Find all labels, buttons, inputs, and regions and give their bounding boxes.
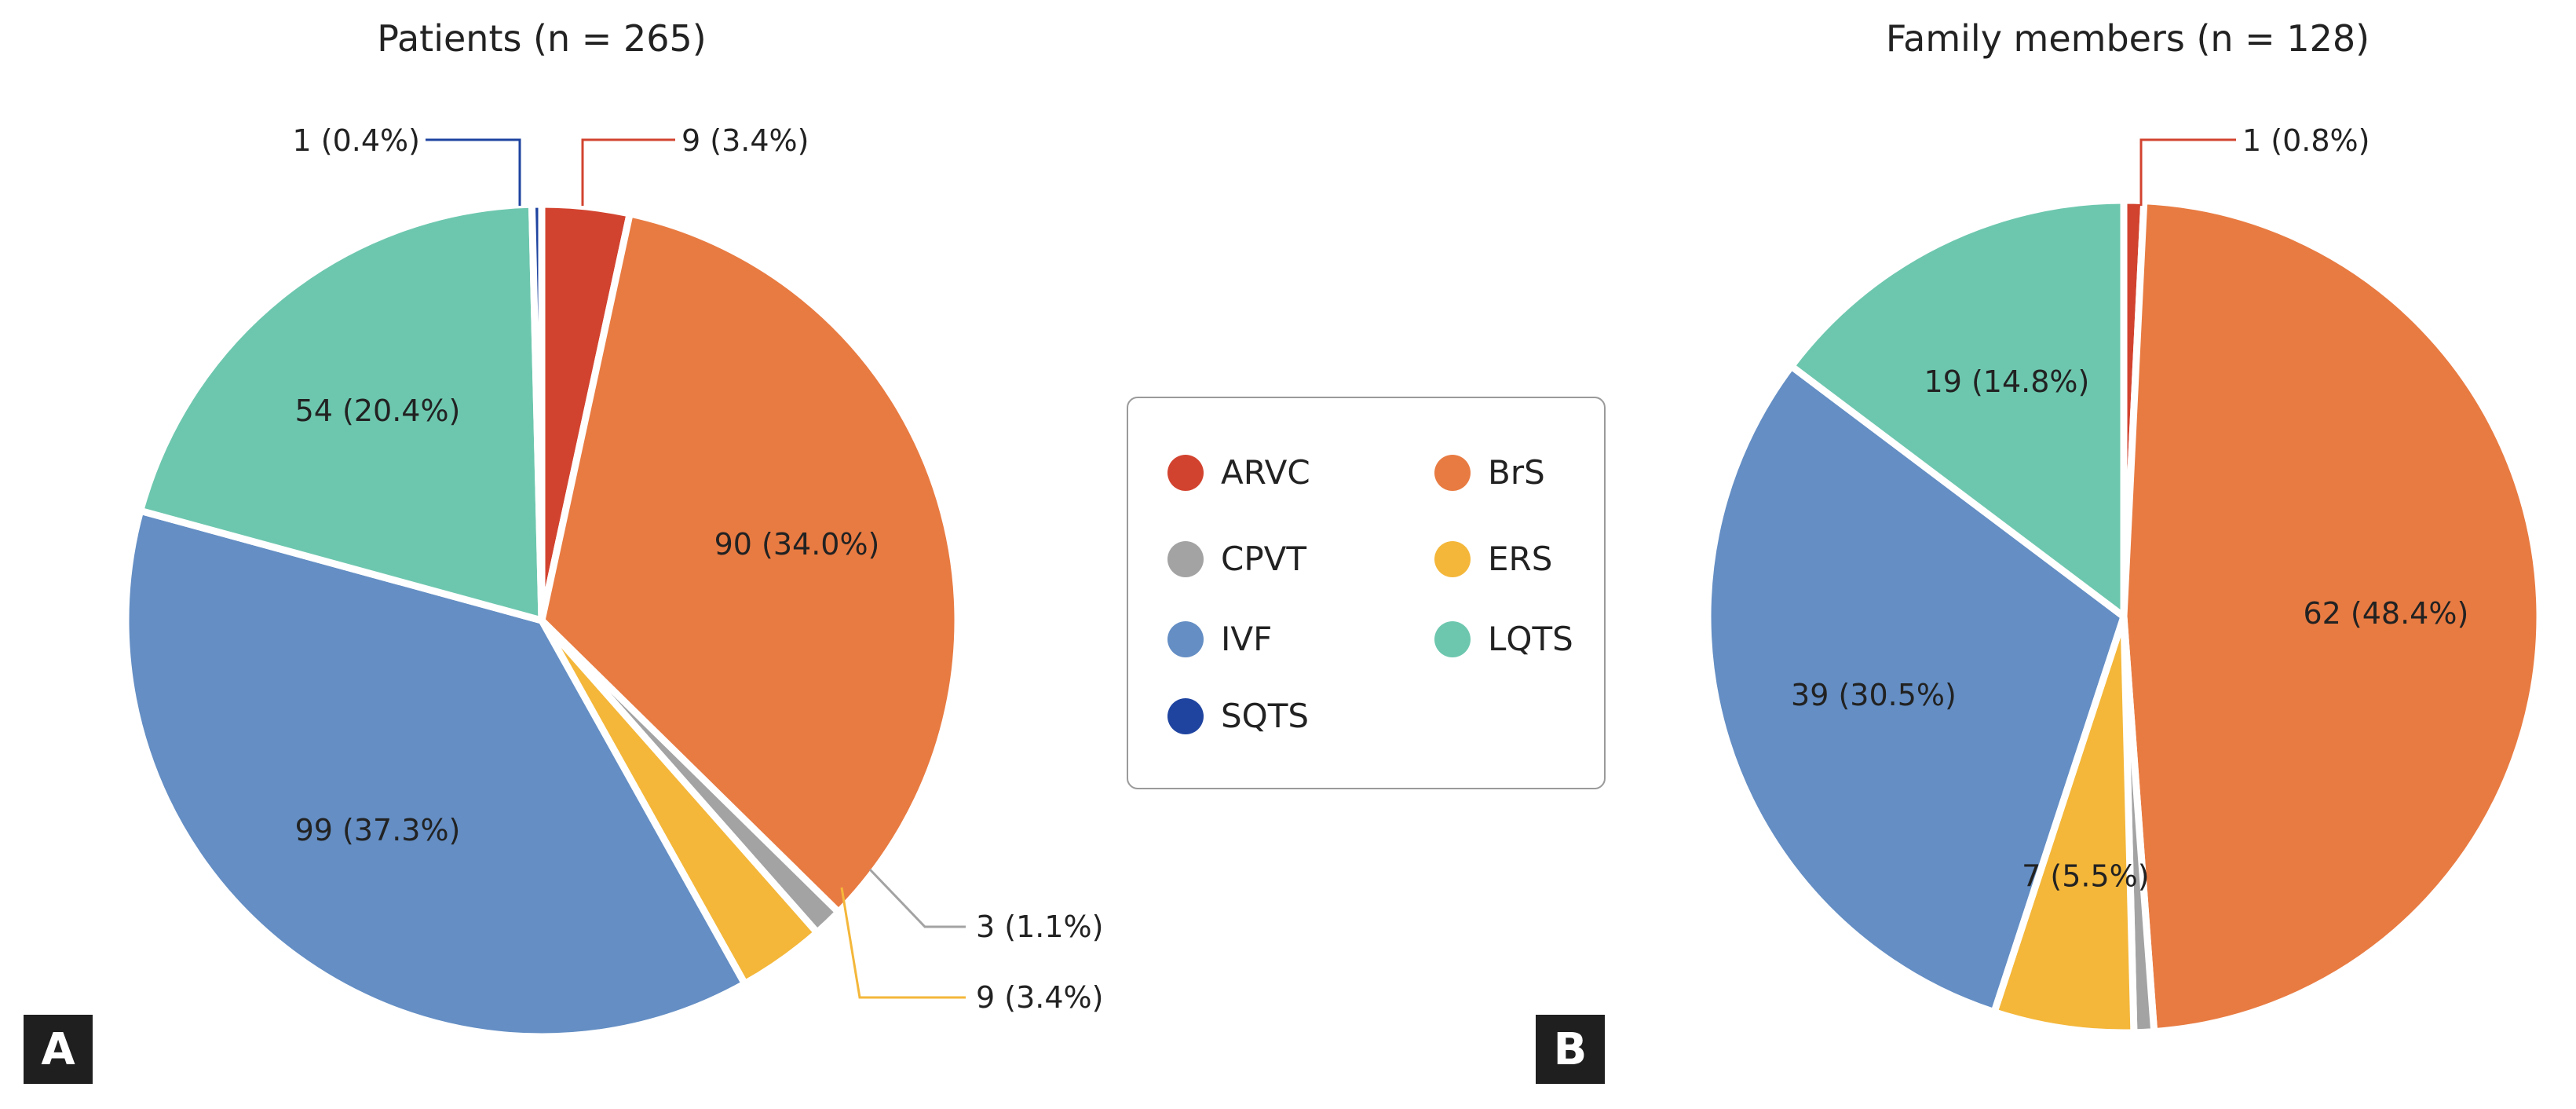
legend-swatch-cpvt — [1167, 540, 1204, 577]
chart-b-title: Family members (n = 128) — [1885, 17, 2370, 60]
pie-a-label-ers: 9 (3.4%) — [976, 980, 1103, 1015]
panel-badge-b: B — [1536, 1015, 1605, 1084]
legend-label-brs: BrS — [1488, 453, 1545, 492]
legend-swatch-arvc — [1167, 454, 1204, 491]
pie-a-label-sqts: 1 (0.4%) — [293, 123, 420, 158]
legend-item-ivf: IVF — [1167, 620, 1272, 658]
pie-a-label-brs: 90 (34.0%) — [714, 527, 880, 562]
legend-label-lqts: LQTS — [1488, 620, 1573, 658]
pie-a-callout-line-cpvt — [868, 868, 966, 928]
pie-b-slice-ers — [1990, 613, 2138, 1037]
pie-b-label-arvc: 1 (0.8%) — [2242, 123, 2370, 158]
pie-b-label-lqts: 19 (14.8%) — [1924, 364, 2090, 399]
pie-a-callout-line-sqts — [426, 138, 521, 206]
legend-swatch-brs — [1434, 454, 1471, 491]
legend-swatch-lqts — [1434, 620, 1471, 657]
pie-b-label-ers: 7 (5.5%) — [2022, 858, 2149, 893]
pie-a-slice-brs — [538, 210, 962, 916]
pie-a-callout-line-arvc — [581, 138, 675, 206]
pie-b-label-brs: 62 (48.4%) — [2303, 596, 2468, 631]
legend-label-ivf: IVF — [1221, 620, 1273, 658]
chart-a-title: Patients (n = 265) — [377, 17, 707, 60]
pie-a-label-cpvt: 3 (1.1%) — [976, 910, 1103, 944]
legend-item-cpvt: CPVT — [1167, 540, 1306, 578]
legend-label-cpvt: CPVT — [1221, 540, 1307, 578]
legend-item-lqts: LQTS — [1434, 620, 1573, 658]
pie-a-label-ivf: 99 (37.3%) — [295, 813, 461, 847]
legend-swatch-sqts — [1167, 697, 1204, 734]
pie-a-label-lqts: 54 (20.4%) — [295, 393, 461, 428]
legend-item-sqts: SQTS — [1167, 697, 1309, 735]
pie-b-slice-brs — [2120, 197, 2544, 1036]
pie-a-label-arvc: 9 (3.4%) — [681, 123, 809, 158]
pie-a-slice-lqts — [137, 200, 546, 624]
pie-b: 1 (0.8%) 62 (48.4%) 7 (5.5%) 39 (30.5%) 19 (… — [1704, 123, 2544, 1037]
pie-b-slice-lqts — [1788, 196, 2128, 620]
pie-a-slice-sqts — [528, 200, 546, 624]
pie-b-callout-line-arvc — [2139, 138, 2236, 206]
legend: ARVC BrS CPVT ERS IVF LQTS SQTS — [1127, 397, 1606, 789]
pie-b-slice-ivf — [1704, 362, 2128, 1016]
legend-item-arvc: ARVC — [1167, 453, 1310, 492]
legend-item-ers: ERS — [1434, 540, 1552, 578]
legend-swatch-ers — [1434, 540, 1471, 577]
legend-label-arvc: ARVC — [1221, 453, 1310, 492]
panel-badge-a: A — [24, 1015, 93, 1084]
pie-a: 9 (3.4%) 90 (34.0%) 3 (1.1%) 9 (3.4%) 99 (37… — [122, 123, 1103, 1041]
legend-item-brs: BrS — [1434, 453, 1545, 492]
pie-a-callout-line-ers — [840, 887, 966, 999]
legend-label-sqts: SQTS — [1221, 697, 1310, 735]
pie-a-slice-ivf — [122, 507, 749, 1041]
pie-b-label-ivf: 39 (30.5%) — [1791, 678, 1957, 712]
legend-label-ers: ERS — [1488, 540, 1553, 578]
legend-swatch-ivf — [1167, 620, 1204, 657]
